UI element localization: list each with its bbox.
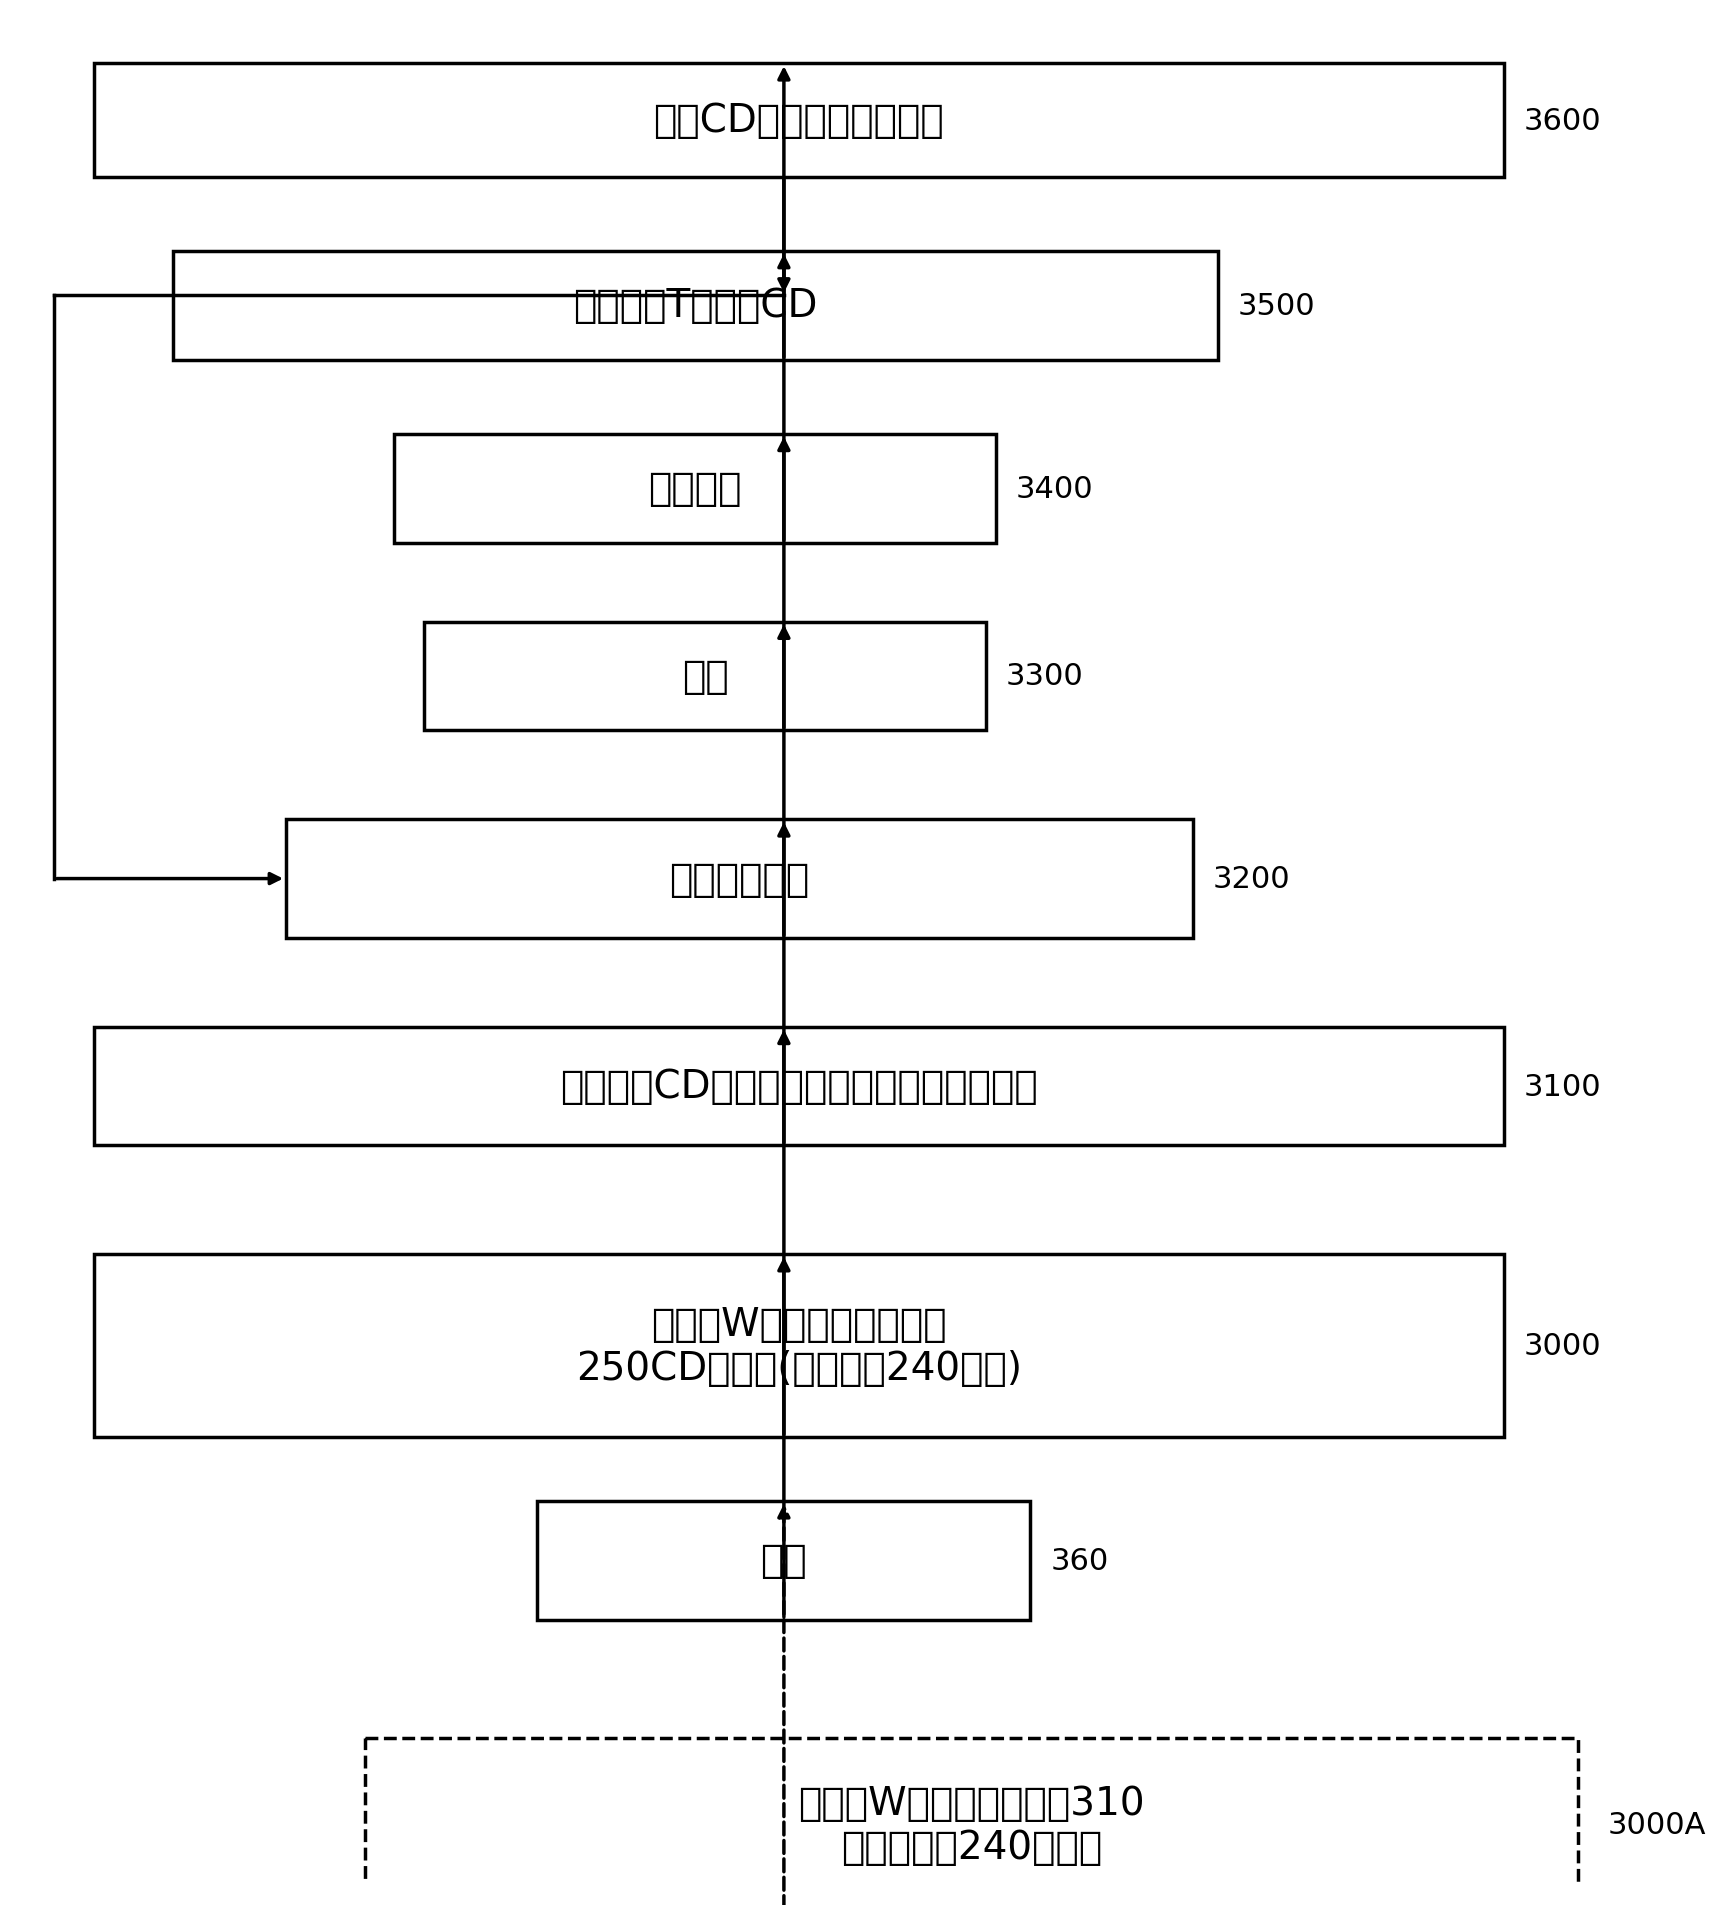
- Text: 3100: 3100: [1524, 1073, 1602, 1101]
- Text: 光室: 光室: [761, 1541, 808, 1579]
- Bar: [425, 623, 986, 732]
- Bar: [364, 1739, 1578, 1905]
- Text: 3600: 3600: [1524, 107, 1602, 135]
- Text: 3500: 3500: [1238, 291, 1315, 320]
- Text: 在晶圆W上多个点以工具310
测量其下层240的厚度: 在晶圆W上多个点以工具310 测量其下层240的厚度: [797, 1783, 1144, 1865]
- Text: 3000: 3000: [1524, 1332, 1602, 1360]
- Text: 3400: 3400: [1015, 474, 1093, 503]
- Bar: [537, 1501, 1030, 1619]
- Bar: [93, 1255, 1503, 1436]
- Text: 蚀刻: 蚀刻: [682, 657, 728, 695]
- Text: 产生CD与深度均一性图像: 产生CD与深度均一性图像: [654, 103, 944, 139]
- Bar: [93, 65, 1503, 177]
- Text: 光阻剥除: 光阻剥除: [649, 471, 742, 509]
- Text: 产生光阻CD均一性图像与其下层均一性图像: 产生光阻CD均一性图像与其下层均一性图像: [559, 1067, 1037, 1105]
- Text: 在晶圆W上多个点检测光阻
250CD与轮廓(与其下层240厚度): 在晶圆W上多个点检测光阻 250CD与轮廓(与其下层240厚度): [576, 1305, 1022, 1387]
- Text: 检测沟槽T深度与CD: 检测沟槽T深度与CD: [573, 288, 818, 326]
- Text: 决定蚀刻配方: 决定蚀刻配方: [670, 861, 809, 897]
- Bar: [173, 251, 1219, 360]
- Bar: [395, 434, 996, 543]
- Text: 360: 360: [1049, 1547, 1108, 1575]
- Bar: [287, 819, 1193, 939]
- Text: 3000A: 3000A: [1607, 1810, 1705, 1840]
- Text: 3200: 3200: [1213, 865, 1291, 893]
- Bar: [93, 1027, 1503, 1145]
- Text: 3300: 3300: [1006, 663, 1084, 692]
